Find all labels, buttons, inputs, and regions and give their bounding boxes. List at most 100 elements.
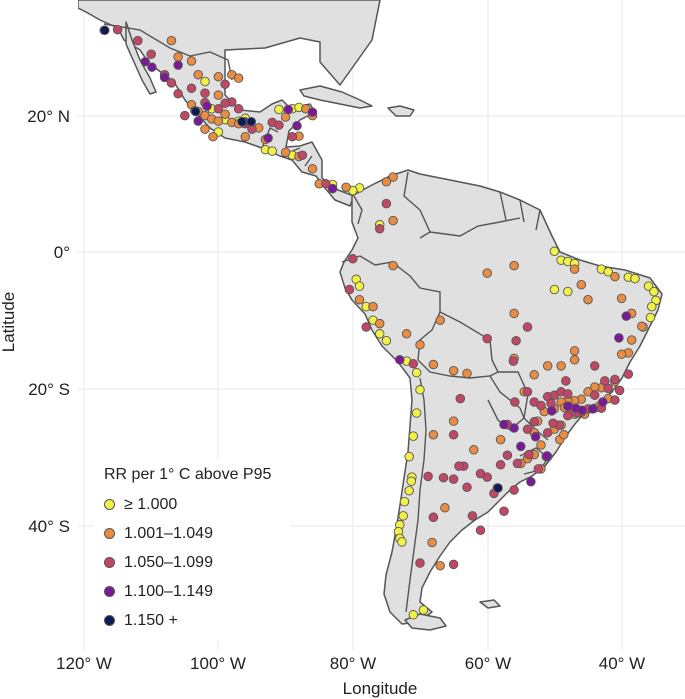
legend-item: 1.050–1.099 <box>104 548 290 577</box>
data-point-4 <box>159 72 170 83</box>
data-point-2 <box>569 355 580 365</box>
data-point-1 <box>374 329 385 339</box>
data-point-3 <box>448 430 459 440</box>
data-point-4 <box>292 121 302 131</box>
data-point-3 <box>610 395 620 405</box>
data-point-1 <box>397 537 407 547</box>
lat-tick-label: 40° S <box>28 517 70 536</box>
data-point-3 <box>502 450 513 460</box>
lon-tick-label: 40° W <box>599 654 645 673</box>
legend-label: 1.001–1.049 <box>124 524 213 542</box>
data-point-2 <box>428 430 439 440</box>
data-point-3 <box>509 485 519 495</box>
data-point-2 <box>559 430 569 440</box>
data-point-1 <box>415 385 425 395</box>
lon-tick-label: 60° W <box>465 654 511 673</box>
data-point-2 <box>368 301 378 312</box>
data-point-1 <box>645 312 656 323</box>
data-point-3 <box>522 322 533 332</box>
data-point-1 <box>404 485 414 496</box>
data-point-1 <box>411 367 422 378</box>
data-point-2 <box>213 71 224 82</box>
data-point-3 <box>563 410 573 421</box>
data-point-3 <box>455 393 466 404</box>
data-point-3 <box>361 322 371 332</box>
lon-tick-labels: 120° W 100° W 80° W 60° W 40° W <box>56 654 645 673</box>
data-point-3 <box>321 179 331 189</box>
data-point-1 <box>274 104 284 115</box>
data-point-3 <box>522 424 533 435</box>
data-point-3 <box>186 83 197 94</box>
data-point-3 <box>499 506 509 516</box>
data-point-2 <box>542 361 553 371</box>
data-point-1 <box>411 408 422 418</box>
baja-california <box>125 21 157 95</box>
data-point-4 <box>307 107 318 117</box>
data-point-2 <box>240 131 251 142</box>
border-panama-colombia <box>353 195 363 225</box>
data-point-4 <box>395 355 405 365</box>
lon-tick-label: 120° W <box>56 654 112 673</box>
data-point-1 <box>354 281 365 291</box>
data-point-1 <box>603 267 613 277</box>
lat-tick-label: 0° <box>54 243 70 262</box>
data-point-2 <box>280 147 291 158</box>
data-point-1 <box>408 431 419 441</box>
data-point-3 <box>508 356 519 366</box>
data-point-4 <box>499 419 509 430</box>
legend-label: 1.150 + <box>124 611 178 629</box>
data-point-1 <box>404 451 414 462</box>
border-venezuela-brazil <box>429 217 521 237</box>
data-point-2 <box>388 260 398 271</box>
data-point-2 <box>462 368 472 379</box>
data-point-3 <box>522 387 533 397</box>
lon-tick-label: 100° W <box>190 654 246 673</box>
data-point-2 <box>569 346 580 356</box>
data-point-4 <box>563 401 573 411</box>
data-point-3 <box>381 198 392 209</box>
data-point-3 <box>374 224 385 234</box>
data-point-3 <box>589 361 600 371</box>
data-point-5 <box>493 483 503 493</box>
data-point-4 <box>530 432 541 442</box>
data-point-1 <box>408 610 419 620</box>
data-point-2 <box>233 73 244 83</box>
border-bolivia-south <box>417 359 499 379</box>
legend: RR per 1° C above P95 ≥ 1.000 1.001–1.04… <box>94 460 290 640</box>
data-point-3 <box>344 284 355 295</box>
data-point-3 <box>475 525 486 536</box>
data-point-1 <box>418 605 429 615</box>
data-point-3 <box>220 98 230 109</box>
lon-tick-label: 80° W <box>330 654 376 673</box>
data-point-4 <box>263 133 273 143</box>
data-point-2 <box>637 321 647 332</box>
lat-tick-labels: 20° N 0° 20° S 40° S <box>27 107 70 536</box>
data-point-2 <box>208 131 218 142</box>
data-point-2 <box>213 90 224 100</box>
data-point-2 <box>626 335 637 345</box>
data-point-3 <box>173 89 183 99</box>
x-axis-title: Longitude <box>343 679 418 698</box>
data-point-2 <box>448 416 459 426</box>
data-point-3 <box>454 461 464 471</box>
data-point-4 <box>327 183 338 194</box>
data-point-2 <box>583 294 593 305</box>
data-point-3 <box>467 511 478 521</box>
data-point-2 <box>415 340 425 350</box>
data-point-2 <box>200 124 210 134</box>
data-point-2 <box>495 434 506 445</box>
data-point-3 <box>482 333 492 344</box>
hispaniola <box>387 105 415 117</box>
data-point-5 <box>100 25 110 36</box>
data-point-2 <box>536 440 546 450</box>
border-ecuador <box>341 255 376 266</box>
data-point-3 <box>408 359 419 369</box>
data-point-3 <box>561 376 571 386</box>
data-point-2 <box>428 359 439 370</box>
lat-tick-label: 20° N <box>27 107 70 126</box>
data-point-3 <box>614 385 625 396</box>
data-point-2 <box>448 365 459 376</box>
data-point-2 <box>427 537 437 548</box>
data-point-3 <box>133 35 143 46</box>
data-point-3 <box>233 104 244 114</box>
